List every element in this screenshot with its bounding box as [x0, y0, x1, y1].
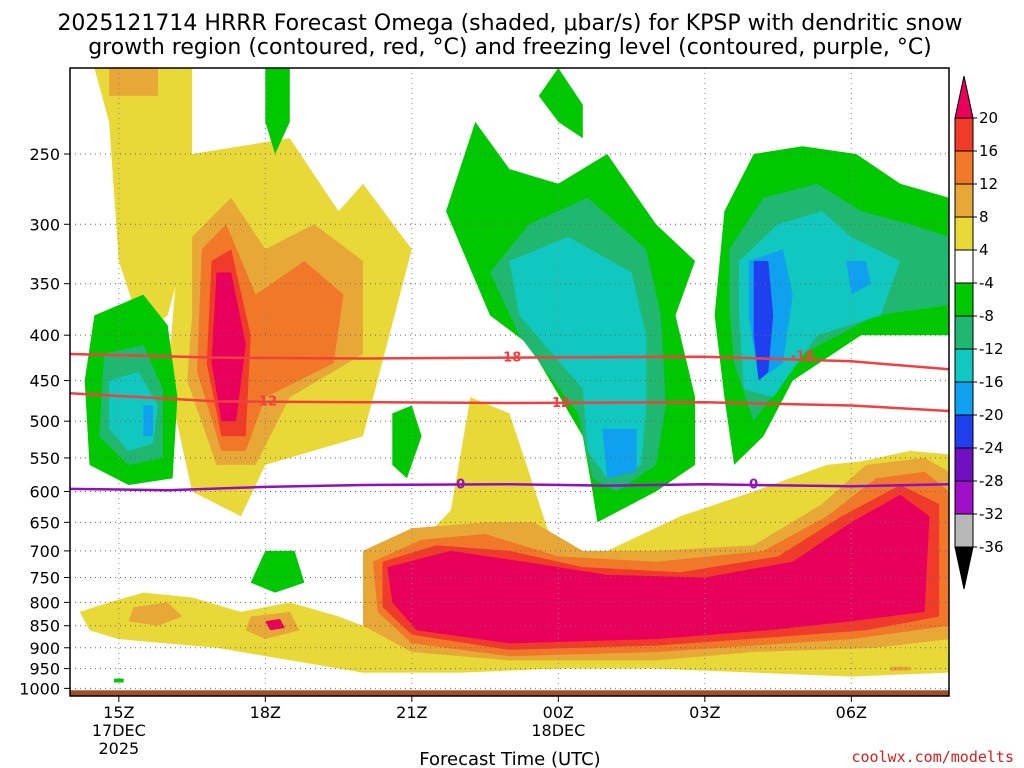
omega-region-24 — [392, 405, 422, 479]
omega-region-23 — [846, 261, 871, 295]
colorbar-segment-12 — [954, 480, 974, 515]
omega-shading-layer — [79, 68, 949, 683]
x-tick-label: 06Z — [836, 703, 867, 722]
omega-region-7 — [265, 68, 290, 154]
y-tick-label: 500 — [29, 412, 60, 431]
x-tick-sublabel: 17DEC — [92, 721, 146, 740]
dgz-contour-0 — [70, 352, 949, 371]
omega-region-31 — [387, 494, 930, 644]
colorbar-segment-9 — [954, 381, 974, 416]
colorbar-segment-7 — [954, 315, 974, 350]
colorbar-top-arrow — [954, 75, 974, 119]
terrain-fill — [70, 690, 949, 696]
contour-label-3: -12 — [547, 396, 571, 411]
colorbar-label: 4 — [979, 241, 989, 259]
colorbar-label: 8 — [979, 208, 989, 226]
colorbar: 20 16 12 8 4 -4 -8 -12 -16 -20 -24 -28 -32 -36 — [954, 75, 1004, 590]
contour-label-2: -12 — [254, 394, 278, 409]
colorbar-label: -4 — [979, 274, 994, 292]
x-tick-label: 15Z — [103, 703, 134, 722]
y-tick-label: 1000 — [19, 679, 60, 698]
x-tick-label: 00Z — [543, 703, 574, 722]
colorbar-segment-8 — [954, 348, 974, 383]
y-tick-label: 700 — [29, 542, 60, 561]
colorbar-segment-10 — [954, 414, 974, 449]
y-tick-label: 350 — [29, 275, 60, 294]
colorbar-label: 16 — [979, 142, 998, 160]
x-axis-label: Forecast Time (UTC) — [419, 749, 600, 768]
y-tick-label: 650 — [29, 513, 60, 532]
omega-region-17 — [602, 428, 637, 479]
x-tick-label: 21Z — [396, 703, 427, 722]
colorbar-segment-2 — [954, 150, 974, 185]
x-tick-sublabel: 18DEC — [531, 721, 585, 740]
chart-title-line1: 2025121714 HRRR Forecast Omega (shaded, … — [57, 11, 962, 36]
y-tick-label: 400 — [29, 326, 60, 345]
y-axis: 250 300 350 400 450 500 550 600 650 700 750 800 850 9… — [19, 145, 70, 698]
omega-region-8 — [538, 68, 583, 139]
omega-region-32 — [265, 618, 285, 631]
contour-label-1: -18 — [791, 350, 815, 365]
y-tick-label: 850 — [29, 617, 60, 636]
y-tick-label: 450 — [29, 372, 60, 391]
plot-frame — [69, 67, 950, 697]
colorbar-segment-3 — [954, 183, 974, 218]
contour-label-5: 0 — [749, 477, 758, 492]
colorbar-label: 20 — [979, 109, 998, 127]
colorbar-label: -36 — [979, 538, 1004, 556]
contour-layer: -18 -18 -12 -12 0 0 — [70, 350, 949, 492]
terrain-layer — [70, 690, 949, 696]
y-tick-label: 250 — [29, 145, 60, 164]
y-tick-label: 600 — [29, 482, 60, 501]
colorbar-segment-11 — [954, 447, 974, 482]
colorbar-segment-6 — [954, 282, 974, 317]
x-tick-sublabel: 2025 — [98, 739, 139, 758]
y-tick-label: 750 — [29, 568, 60, 587]
colorbar-label: -16 — [979, 373, 1004, 391]
omega-region-6 — [211, 272, 246, 422]
colorbar-label: -8 — [979, 307, 994, 325]
y-tick-label: 300 — [29, 215, 60, 234]
y-tick-label: 550 — [29, 449, 60, 468]
colorbar-label: -24 — [979, 439, 1004, 457]
dgz-contour-1 — [70, 391, 949, 413]
chart-title-line2: growth region (contoured, red, °C) and f… — [88, 35, 932, 60]
colorbar-segment-5 — [954, 249, 974, 284]
x-tick-label: 18Z — [250, 703, 281, 722]
y-tick-label: 900 — [29, 639, 60, 658]
colorbar-segment-1 — [954, 117, 974, 152]
y-tick-label: 950 — [29, 660, 60, 679]
colorbar-label: -32 — [979, 505, 1004, 523]
omega-region-2 — [109, 68, 158, 96]
omega-region-13 — [143, 405, 153, 437]
credit-text[interactable]: coolwx.com/modelts — [851, 748, 1014, 766]
colorbar-label: 12 — [979, 175, 998, 193]
freezing-level-contour — [70, 483, 949, 492]
colorbar-label: -20 — [979, 406, 1004, 424]
contour-label-4: 0 — [456, 477, 465, 492]
colorbar-segment-4 — [954, 216, 974, 251]
y-tick-label: 800 — [29, 593, 60, 612]
colorbar-label: -28 — [979, 472, 1004, 490]
x-tick-label: 03Z — [689, 703, 720, 722]
omega-region-0 — [94, 68, 193, 336]
omega-region-33 — [114, 678, 124, 683]
contour-label-0: -18 — [498, 351, 522, 366]
colorbar-segment-13 — [954, 513, 974, 548]
omega-region-9 — [250, 550, 305, 593]
omega-region-22 — [753, 261, 774, 381]
omega-region-26 — [128, 602, 183, 626]
colorbar-bottom-arrow — [954, 546, 974, 590]
colorbar-label: -12 — [979, 340, 1004, 358]
